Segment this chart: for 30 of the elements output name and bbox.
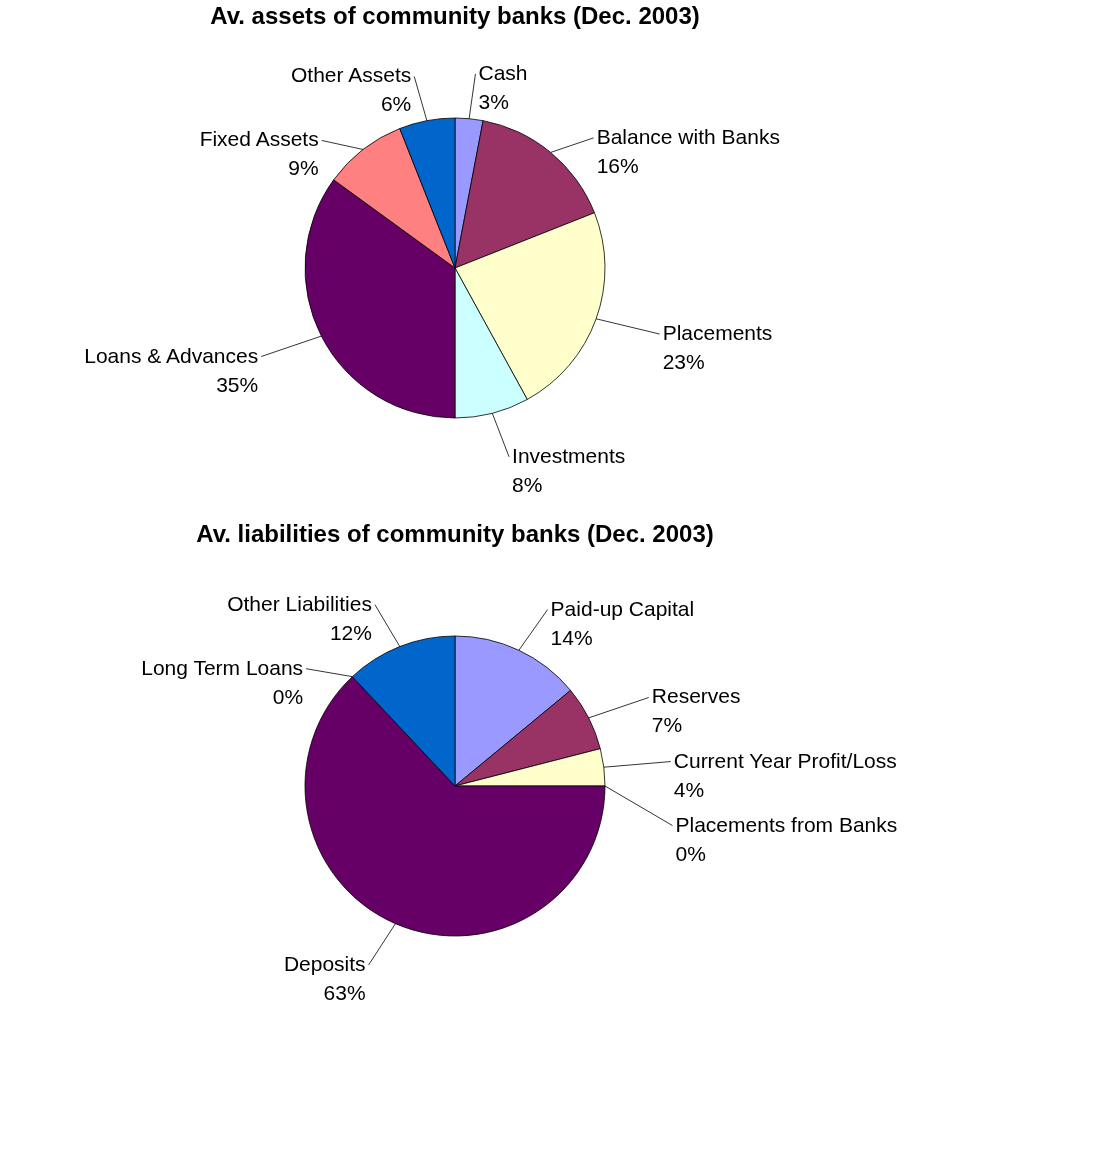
slice-label: Paid-up Capital <box>550 596 695 620</box>
text: 0% <box>272 684 304 708</box>
slice-label: Other Assets <box>291 63 412 87</box>
slice-label: Cash <box>478 60 528 84</box>
data-label: 35% <box>216 372 259 396</box>
data-label: 7% <box>651 713 683 737</box>
data-label: 14% <box>550 625 593 649</box>
slice-label: Other Liabilities <box>227 591 372 615</box>
data-label: 4% <box>673 777 705 801</box>
data-label: 9% <box>288 156 319 180</box>
chart-title: Av. assets of community banks (Dec. 2003) <box>210 2 700 29</box>
legend-label: Long Term Loans <box>141 655 304 679</box>
text: 0% <box>675 841 706 865</box>
slice-label: Placements <box>662 321 773 345</box>
data-label: 8% <box>512 472 543 496</box>
data-label: 63% <box>323 980 366 1004</box>
slice-label: Investments <box>512 443 626 467</box>
category-label: Placements from Banks <box>675 812 898 836</box>
data-label: 23% <box>662 350 705 374</box>
slice-label: Balance with Banks <box>596 124 780 148</box>
data-label: 3% <box>478 89 509 113</box>
slice-label: Current Year Profit/Loss <box>673 748 897 772</box>
slice-label: Fixed Assets <box>199 127 319 151</box>
data-label: 6% <box>380 92 412 116</box>
slice-label: Deposits <box>283 951 366 975</box>
slice-label: Loans & Advances <box>84 343 259 367</box>
slice-label: Reserves <box>651 684 741 708</box>
data-label: 12% <box>329 620 372 644</box>
chart-title: Av. liabilities of community banks (Dec. 2003) <box>196 520 714 547</box>
data-label: 16% <box>596 153 639 177</box>
